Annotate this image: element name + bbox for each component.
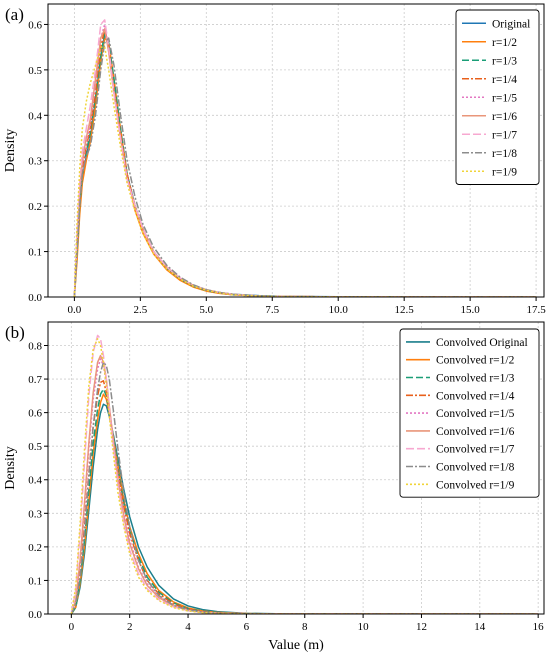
axes-frame [47,3,545,298]
panel-b: 0 2 4 6 8 10 12 14 16 0.0 0.1 0.2 0.3 0.4 0.5 0.6 0.7 0.8… [3,321,545,653]
y-tick-label: 0.1 [28,247,42,259]
legend-entry-label: r=1/7 [492,129,517,141]
series-line-4 [73,28,537,297]
x-tick-label: 10 [358,621,370,633]
y-tick-label: 0.1 [28,575,42,587]
y-tick-label: 0.6 [28,19,42,31]
x-tick-label: 5.0 [199,304,213,316]
x-tick-label: 2.5 [133,304,147,316]
y-tick-label: 0.3 [28,156,42,168]
x-tick-label: 15.0 [461,304,481,316]
y-tick-label: 0.8 [28,340,42,352]
axes-frame [47,321,545,615]
legend-entry-label: Convolved r=1/7 [436,444,515,456]
x-tick-label: 8 [302,621,308,633]
legend-entry-label: Convolved r=1/8 [436,462,515,474]
legend: Convolved Original Convolved r=1/2 Convolv… [399,328,540,498]
legend-entry-label: Convolved r=1/6 [436,426,515,438]
legend-entry-label: r=1/5 [492,92,517,104]
legend-entry-label: Original [492,18,530,30]
panel-a: 0.0 2.5 5.0 7.5 10.0 12.5 15.0 17.5 0.0 0.1 0.2 0.3… [3,3,546,316]
series-line-9 [73,46,537,297]
y-tick-label: 0.6 [28,408,42,420]
x-tick-label: 16 [533,621,545,633]
y-tick-label: 0.0 [28,292,42,304]
legend-entry-label: Convolved r=1/4 [436,390,515,402]
panel-label: (a) [5,5,24,24]
panel-label: (b) [5,323,25,342]
legend: Original r=1/2 r=1/3 r=1/4 r=1/5 r=1/6 r=1/7 r=… [455,9,540,185]
legend-entry-label: Convolved r=1/5 [436,408,515,420]
x-tick-label: 0.0 [68,304,82,316]
x-tick-label: 7.5 [265,304,279,316]
y-tick-label: 0.0 [28,609,42,621]
series-group [73,19,537,297]
x-tick-label: 12 [416,621,427,633]
y-axis-label: Density [3,446,18,490]
series-group [70,334,539,614]
legend-entry-label: r=1/3 [492,55,517,67]
x-tick-label: 12.5 [395,304,415,316]
y-tick-label: 0.2 [28,542,42,554]
y-tick-label: 0.4 [28,475,42,487]
x-tick-label: 10.0 [329,304,349,316]
x-tick-label: 2 [127,621,133,633]
y-axis-label: Density [3,129,18,173]
x-tick-label: 14 [474,621,486,633]
x-tick-label: 17.5 [526,304,546,316]
y-tick-label: 0.3 [28,508,42,520]
x-tick-label: 4 [185,621,191,633]
x-tick-label: 0 [69,621,75,633]
y-tick-label: 0.7 [28,374,42,386]
legend-entry-label: r=1/6 [492,111,517,123]
legend-box [399,328,540,498]
legend-entry-label: r=1/8 [492,148,517,160]
legend-entry-label: r=1/4 [492,74,517,86]
legend-box [455,9,540,185]
y-tick-label: 0.5 [28,65,42,77]
legend-entry-label: Convolved r=1/9 [436,479,515,491]
x-tick-label: 6 [244,621,250,633]
series-line-9 [70,338,539,614]
legend-entry-label: Convolved r=1/3 [436,373,515,385]
y-tick-label: 0.2 [28,201,42,213]
x-axis-label: Value (m) [268,638,324,653]
legend-entry-label: Convolved Original [436,337,528,349]
legend-entry-label: r=1/9 [492,166,517,178]
y-tick-label: 0.4 [28,110,42,122]
legend-entry-label: Convolved r=1/2 [436,355,515,367]
y-tick-label: 0.5 [28,441,42,453]
legend-entry-label: r=1/2 [492,37,517,49]
